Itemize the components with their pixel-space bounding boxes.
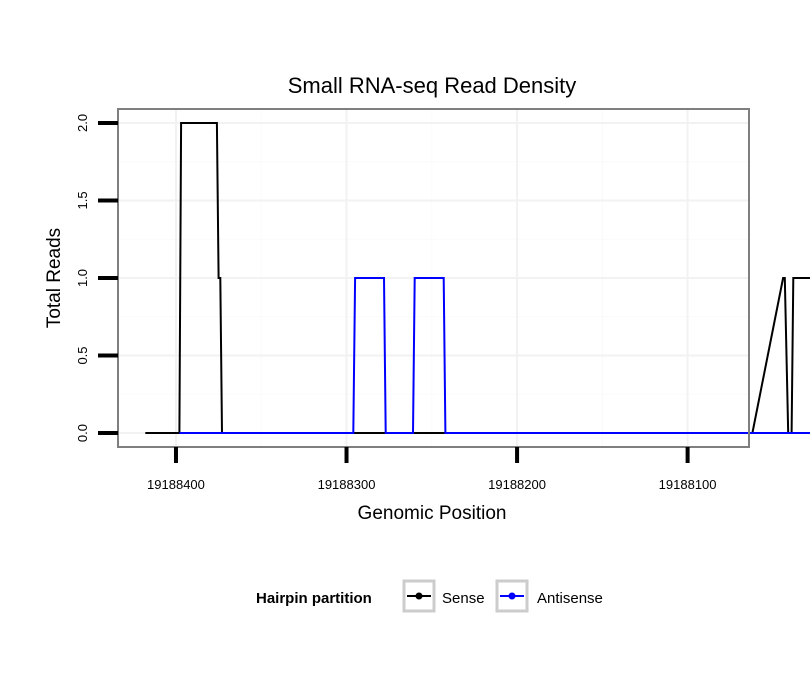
x-tick-label: 19188200	[488, 477, 546, 492]
y-tick-label: 2.0	[75, 114, 90, 132]
x-tick-label: 19188100	[659, 477, 717, 492]
legend-point-antisense	[508, 592, 516, 600]
chart-title: Small RNA-seq Read Density	[288, 73, 577, 98]
y-tick-label: 0.5	[75, 346, 90, 364]
series-line-antisense	[179, 277, 810, 434]
x-tick-label: 19188400	[147, 477, 205, 492]
y-tick-label: 1.0	[75, 269, 90, 287]
y-tick-label: 0.0	[75, 424, 90, 442]
legend: Hairpin partition Sense Antisense	[256, 579, 603, 613]
x-tick-label: 19188300	[318, 477, 376, 492]
series-layer	[145, 122, 810, 434]
legend-item-antisense: Antisense	[495, 579, 603, 613]
x-axis: 19188400 19188300 19188200 19188100	[147, 447, 717, 492]
y-axis-title: Total Reads	[44, 228, 65, 328]
legend-title: Hairpin partition	[256, 590, 372, 607]
y-tick-label: 1.5	[75, 191, 90, 209]
x-axis-title: Genomic Position	[358, 503, 507, 524]
legend-point-sense	[415, 592, 423, 600]
legend-label-sense: Sense	[442, 590, 485, 607]
legend-label-antisense: Antisense	[537, 590, 603, 607]
legend-item-sense: Sense	[402, 579, 485, 613]
y-axis: 0.0 0.5 1.0 1.5 2.0	[75, 114, 118, 442]
